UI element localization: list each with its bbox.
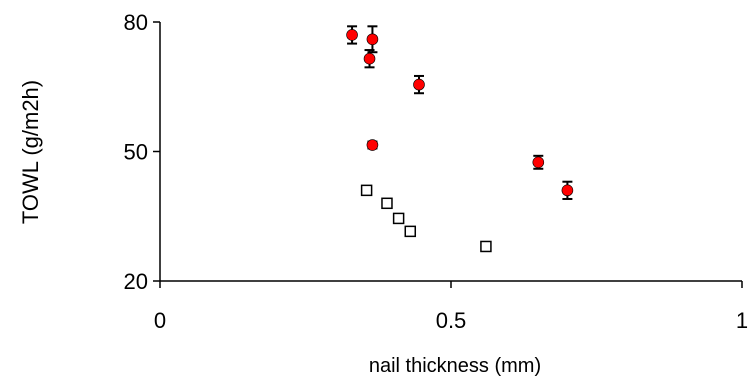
circle-marker: [532, 156, 545, 169]
x-tick-label: 0: [154, 308, 166, 333]
circle-marker: [413, 78, 425, 91]
square-marker: [404, 225, 417, 238]
y-tick-label: 20: [124, 269, 148, 294]
square-marker: [392, 212, 405, 225]
y-tick-label: 50: [124, 140, 148, 165]
circle-marker: [346, 29, 358, 41]
y-tick-label: 80: [124, 10, 148, 35]
data-point: [413, 74, 425, 95]
data-point: [480, 240, 492, 253]
y-axis-title: TOWL (g/m2h): [18, 80, 43, 224]
data-point: [346, 25, 358, 45]
circle-marker: [363, 52, 376, 65]
plot-area: [159, 22, 742, 282]
data-point: [561, 180, 574, 200]
circle-marker: [561, 184, 574, 197]
data-point: [366, 139, 379, 151]
data-point: [360, 184, 373, 197]
square-marker: [360, 184, 373, 197]
data-point: [366, 25, 379, 54]
x-axis-title: nail thickness (mm): [369, 355, 541, 377]
square-marker: [480, 240, 492, 253]
square-marker: [381, 197, 393, 210]
axis-ticks: 20 50 80 0 0.5 1: [124, 10, 749, 333]
circle-marker: [366, 33, 379, 46]
data-point: [532, 154, 545, 170]
data-point: [381, 197, 393, 210]
circle-marker: [366, 139, 379, 151]
data-point: [404, 225, 417, 238]
x-tick-label: 1: [736, 308, 748, 333]
data-points: [346, 25, 574, 253]
data-point: [392, 212, 405, 225]
x-tick-label: 0.5: [436, 308, 467, 333]
